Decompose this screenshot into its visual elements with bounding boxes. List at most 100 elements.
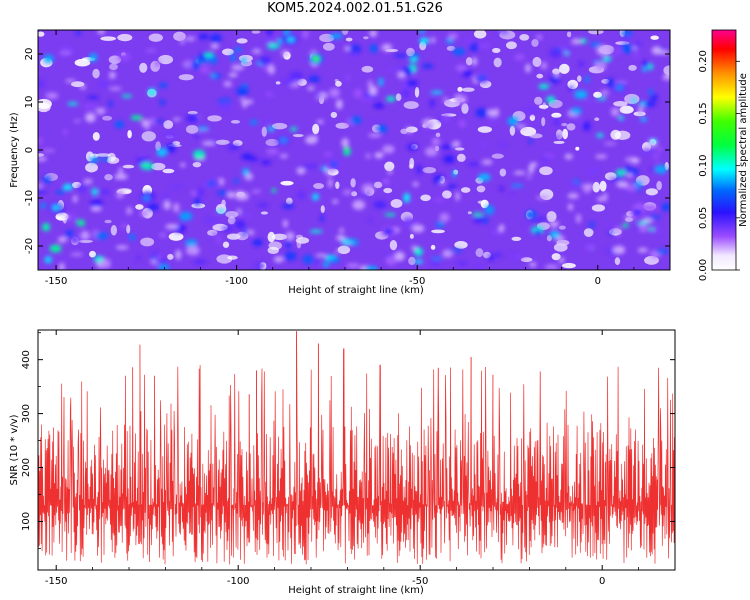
snr-y-tick-label: 200 — [21, 458, 32, 477]
heatmap-blob — [442, 97, 450, 104]
heatmap-blob — [308, 75, 320, 83]
heatmap-light-patch — [215, 139, 230, 145]
heatmap-blob — [523, 225, 528, 229]
heatmap-blob — [368, 85, 378, 96]
heatmap-blob — [481, 159, 493, 165]
heatmap-blob — [430, 90, 443, 95]
heatmap-blob — [452, 47, 466, 56]
heatmap-blob — [649, 138, 658, 144]
heatmap-light-patch — [529, 114, 536, 122]
heatmap-blob — [636, 221, 650, 225]
heatmap-light-patch — [265, 138, 279, 147]
heatmap-light-patch — [539, 166, 553, 176]
heatmap-light-patch — [577, 75, 582, 83]
heatmap-blob — [264, 91, 274, 98]
heatmap-light-patch — [645, 188, 658, 196]
heatmap-blob — [546, 95, 556, 104]
heatmap-blob — [173, 202, 180, 213]
heatmap-light-patch — [583, 228, 594, 237]
heatmap-y-tick-label: 20 — [24, 48, 35, 61]
heatmap-blob — [553, 118, 561, 127]
heatmap-blob — [536, 216, 548, 221]
heatmap-blob — [193, 149, 206, 160]
heatmap-blob — [622, 222, 629, 228]
heatmap-light-patch — [261, 126, 268, 137]
heatmap-blob — [42, 175, 51, 185]
heatmap-light-patch — [361, 65, 374, 73]
heatmap-blob — [564, 45, 572, 54]
heatmap-blob — [271, 188, 277, 193]
snr-x-ticks: -150 -100 -50 0 — [45, 330, 676, 587]
heatmap-blob — [251, 189, 262, 194]
heatmap-blob — [296, 167, 306, 175]
heatmap-hotspot — [330, 161, 339, 168]
heatmap-blob — [69, 235, 81, 244]
heatmap-blob — [179, 211, 193, 221]
heatmap-light-patch — [542, 102, 547, 110]
heatmap-blobs — [38, 30, 670, 270]
heatmap-blob — [282, 77, 295, 86]
heatmap-blob — [332, 199, 339, 204]
heatmap-light-patch — [566, 123, 576, 131]
heatmap-blob — [328, 178, 333, 188]
heatmap-blob — [431, 137, 441, 147]
heatmap-light-patch — [350, 178, 356, 188]
heatmap-blob — [228, 72, 238, 78]
heatmap-light-patch — [267, 246, 279, 255]
heatmap-blob — [253, 261, 266, 270]
heatmap-blob — [251, 49, 262, 54]
heatmap-light-patch — [117, 33, 133, 42]
heatmap-blob — [62, 183, 73, 191]
heatmap-light-patch — [559, 225, 566, 230]
heatmap-blob — [484, 204, 495, 215]
heatmap-blob — [603, 141, 617, 146]
heatmap-blob — [258, 56, 272, 66]
heatmap-blob — [41, 222, 51, 232]
page-title: KOM5.2024.002.01.51.G26 — [267, 1, 443, 16]
heatmap-light-patch — [420, 194, 431, 202]
heatmap-y-tick-label: 0 — [24, 147, 35, 153]
heatmap-blob — [576, 116, 583, 127]
heatmap-light-patch — [562, 128, 569, 140]
heatmap-blob — [344, 74, 351, 82]
heatmap-blob — [285, 232, 295, 241]
heatmap-blob — [448, 248, 463, 253]
heatmap-blob — [191, 60, 200, 70]
heatmap-blob — [642, 60, 649, 68]
heatmap-blob — [309, 229, 323, 234]
heatmap-blob — [65, 79, 76, 83]
heatmap-blob — [567, 203, 574, 211]
heatmap-blob — [373, 102, 385, 109]
heatmap-blob — [351, 50, 357, 61]
heatmap-blob — [198, 33, 209, 40]
heatmap-blob — [528, 139, 533, 144]
heatmap-blob — [296, 190, 306, 200]
heatmap-blob — [240, 97, 247, 103]
heatmap-blob — [290, 127, 298, 132]
heatmap-blob — [45, 92, 59, 100]
heatmap-blob — [600, 90, 610, 95]
heatmap-blob — [216, 209, 226, 213]
heatmap-blob — [376, 124, 388, 134]
heatmap-blob — [385, 67, 398, 72]
heatmap-light-patch — [341, 30, 349, 36]
heatmap-blob — [172, 117, 181, 122]
heatmap-light-patch — [271, 233, 288, 241]
heatmap-light-patch — [38, 31, 45, 37]
heatmap-blob — [554, 134, 562, 140]
heatmap-light-patch — [95, 153, 111, 157]
heatmap-light-patch — [551, 112, 562, 118]
heatmap-blob — [90, 198, 103, 209]
heatmap-light-patch — [435, 132, 441, 138]
heatmap-blob — [243, 228, 248, 236]
heatmap-blob — [67, 102, 79, 106]
heatmap-blob — [575, 213, 582, 224]
heatmap-blob — [339, 228, 345, 233]
heatmap-light-patch — [172, 141, 181, 145]
heatmap-blob — [204, 216, 218, 224]
heatmap-blob — [615, 226, 621, 236]
heatmap-blob — [635, 186, 640, 193]
heatmap-light-patch — [534, 96, 543, 105]
heatmap-blob — [359, 193, 372, 197]
